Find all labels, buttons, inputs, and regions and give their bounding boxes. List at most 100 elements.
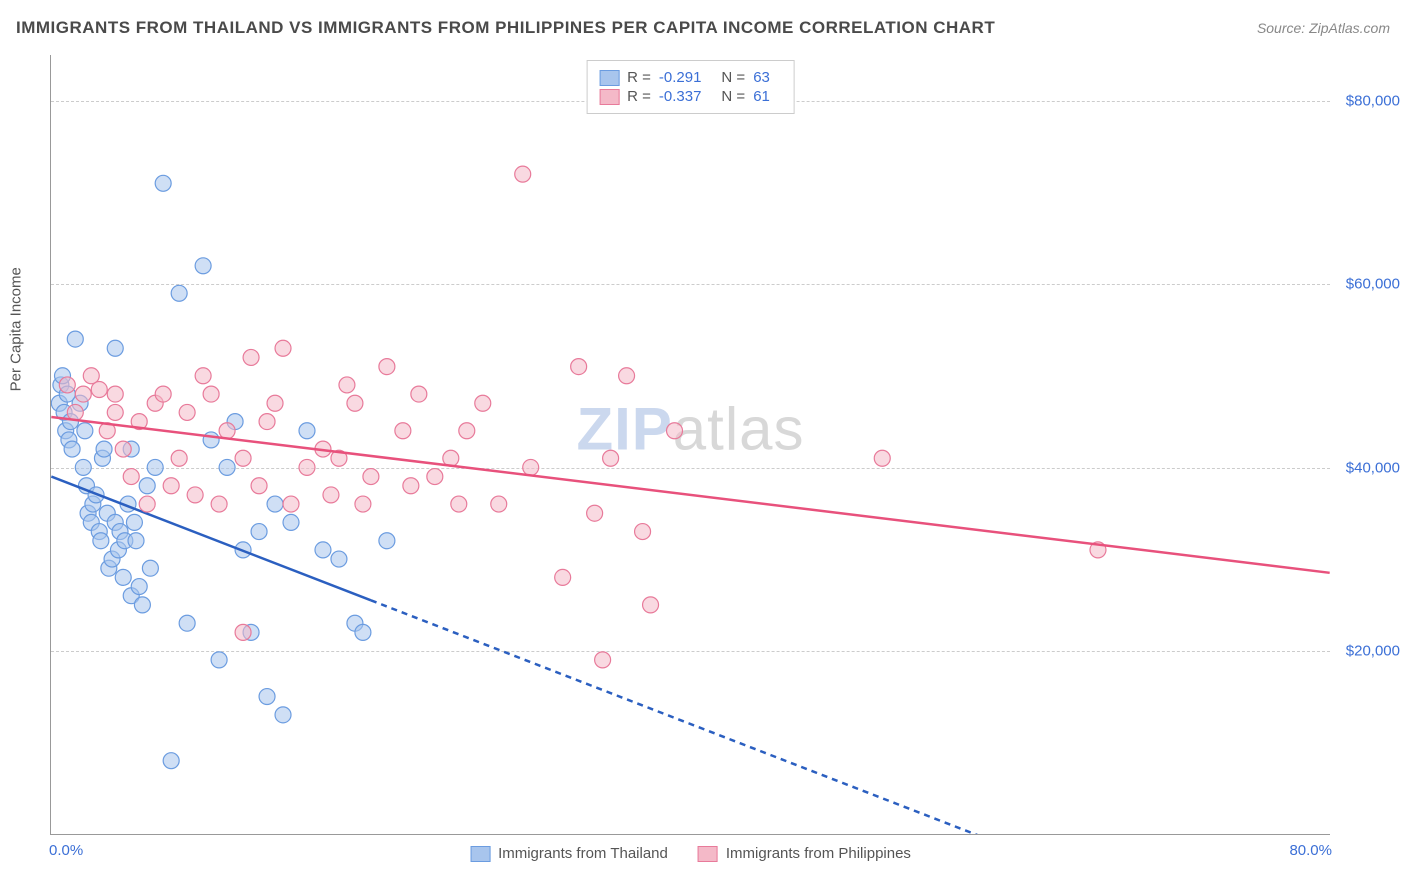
data-point bbox=[283, 514, 299, 530]
data-point bbox=[163, 478, 179, 494]
n-value: 63 bbox=[753, 69, 770, 86]
legend-correlation: R = -0.291 N = 63 R = -0.337 N = 61 bbox=[586, 60, 795, 114]
y-tick-label: $60,000 bbox=[1346, 276, 1400, 293]
data-point bbox=[603, 450, 619, 466]
data-point bbox=[259, 414, 275, 430]
data-point bbox=[107, 386, 123, 402]
data-point bbox=[211, 496, 227, 512]
data-point bbox=[93, 533, 109, 549]
data-point bbox=[403, 478, 419, 494]
data-point bbox=[179, 404, 195, 420]
data-point bbox=[667, 423, 683, 439]
data-point bbox=[75, 386, 91, 402]
data-point bbox=[475, 395, 491, 411]
data-point bbox=[155, 386, 171, 402]
data-point bbox=[347, 395, 363, 411]
data-point bbox=[355, 496, 371, 512]
data-point bbox=[163, 753, 179, 769]
data-point bbox=[643, 597, 659, 613]
data-point bbox=[427, 469, 443, 485]
legend-item-philippines: Immigrants from Philippines bbox=[698, 845, 911, 862]
legend-label: Immigrants from Thailand bbox=[498, 845, 668, 862]
data-point bbox=[171, 285, 187, 301]
data-point bbox=[195, 258, 211, 274]
data-point bbox=[96, 441, 112, 457]
data-point bbox=[235, 624, 251, 640]
data-point bbox=[171, 450, 187, 466]
data-point bbox=[67, 331, 83, 347]
data-point bbox=[77, 423, 93, 439]
data-point bbox=[411, 386, 427, 402]
legend-series: Immigrants from Thailand Immigrants from… bbox=[470, 845, 911, 862]
data-point bbox=[363, 469, 379, 485]
trend-line bbox=[371, 600, 1330, 834]
data-point bbox=[874, 450, 890, 466]
n-value: 61 bbox=[753, 88, 770, 105]
y-tick-label: $20,000 bbox=[1346, 643, 1400, 660]
data-point bbox=[219, 423, 235, 439]
data-point bbox=[515, 166, 531, 182]
data-point bbox=[283, 496, 299, 512]
data-point bbox=[523, 459, 539, 475]
data-point bbox=[619, 368, 635, 384]
data-point bbox=[339, 377, 355, 393]
r-label: R = bbox=[627, 88, 651, 105]
data-point bbox=[587, 505, 603, 521]
data-point bbox=[155, 175, 171, 191]
data-point bbox=[126, 514, 142, 530]
data-point bbox=[251, 478, 267, 494]
data-point bbox=[251, 524, 267, 540]
data-point bbox=[395, 423, 411, 439]
x-tick-left: 0.0% bbox=[49, 842, 83, 859]
data-point bbox=[219, 459, 235, 475]
data-point bbox=[64, 441, 80, 457]
data-point bbox=[107, 340, 123, 356]
data-point bbox=[134, 597, 150, 613]
data-point bbox=[451, 496, 467, 512]
data-point bbox=[275, 707, 291, 723]
data-point bbox=[595, 652, 611, 668]
r-value: -0.291 bbox=[659, 69, 702, 86]
data-point bbox=[331, 551, 347, 567]
data-point bbox=[267, 395, 283, 411]
data-point bbox=[115, 569, 131, 585]
swatch-philippines bbox=[698, 846, 718, 862]
chart-area: ZIPatlas Per Capita Income $20,000$40,00… bbox=[50, 55, 1330, 835]
legend-row-philippines: R = -0.337 N = 61 bbox=[599, 88, 782, 105]
legend-item-thailand: Immigrants from Thailand bbox=[470, 845, 668, 862]
n-label: N = bbox=[721, 88, 745, 105]
data-point bbox=[107, 404, 123, 420]
data-point bbox=[203, 432, 219, 448]
scatter-plot bbox=[51, 55, 1330, 834]
data-point bbox=[259, 689, 275, 705]
r-label: R = bbox=[627, 69, 651, 86]
data-point bbox=[75, 459, 91, 475]
data-point bbox=[142, 560, 158, 576]
y-tick-label: $80,000 bbox=[1346, 92, 1400, 109]
data-point bbox=[195, 368, 211, 384]
swatch-thailand bbox=[470, 846, 490, 862]
data-point bbox=[139, 496, 155, 512]
data-point bbox=[211, 652, 227, 668]
data-point bbox=[299, 459, 315, 475]
data-point bbox=[187, 487, 203, 503]
data-point bbox=[139, 478, 155, 494]
chart-header: IMMIGRANTS FROM THAILAND VS IMMIGRANTS F… bbox=[16, 18, 1390, 38]
data-point bbox=[571, 359, 587, 375]
data-point bbox=[323, 487, 339, 503]
data-point bbox=[555, 569, 571, 585]
data-point bbox=[491, 496, 507, 512]
data-point bbox=[635, 524, 651, 540]
data-point bbox=[115, 441, 131, 457]
data-point bbox=[243, 349, 259, 365]
data-point bbox=[275, 340, 291, 356]
n-label: N = bbox=[721, 69, 745, 86]
data-point bbox=[123, 469, 139, 485]
data-point bbox=[379, 359, 395, 375]
data-point bbox=[147, 459, 163, 475]
data-point bbox=[267, 496, 283, 512]
chart-source: Source: ZipAtlas.com bbox=[1257, 20, 1390, 36]
data-point bbox=[299, 423, 315, 439]
data-point bbox=[203, 386, 219, 402]
data-point bbox=[379, 533, 395, 549]
